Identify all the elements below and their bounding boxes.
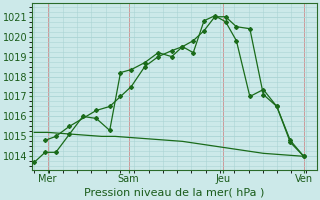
X-axis label: Pression niveau de la mer( hPa ): Pression niveau de la mer( hPa ) (84, 187, 265, 197)
